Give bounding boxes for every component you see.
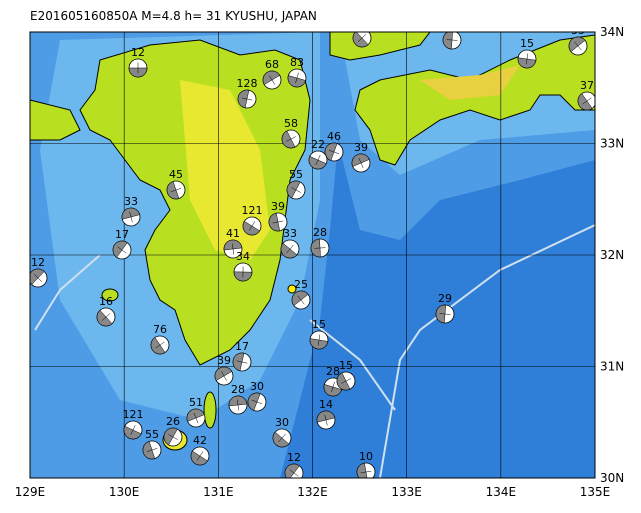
depth-label: 14 [319, 398, 333, 411]
depth-label: 15 [312, 318, 326, 331]
beachball [310, 331, 328, 349]
island [204, 392, 216, 428]
beachball [569, 37, 587, 55]
depth-label: 30 [250, 380, 264, 393]
depth-label: 12 [287, 451, 301, 464]
lon-label: 129E [15, 485, 46, 499]
depth-label: 17 [115, 228, 129, 241]
beachball [292, 291, 310, 309]
depth-label: 35 [571, 24, 585, 37]
lat-label: 30N [600, 471, 624, 485]
depth-label: 26 [166, 415, 180, 428]
depth-label: 45 [169, 168, 183, 181]
beachball [238, 90, 256, 108]
depth-label: 12 [31, 256, 45, 269]
beachball [288, 69, 306, 87]
depth-label: 33 [124, 195, 138, 208]
depth-label: 33 [283, 227, 297, 240]
lat-label: 32N [600, 248, 624, 262]
depth-label: 12 [131, 46, 145, 59]
beachball [352, 154, 370, 172]
beachball [164, 428, 182, 446]
beachball [578, 92, 596, 110]
depth-label: 39 [271, 200, 285, 213]
title: E201605160850A M=4.8 h= 31 KYUSHU, JAPAN [30, 9, 317, 23]
beachball [234, 263, 252, 281]
beachball [151, 336, 169, 354]
depth-label: 16 [99, 295, 113, 308]
depth-label: 15 [520, 37, 534, 50]
depth-label: 15 [339, 359, 353, 372]
lat-label: 31N [600, 360, 624, 374]
beachball [282, 130, 300, 148]
depth-label: 37 [580, 79, 594, 92]
beachball [317, 411, 335, 429]
depth-label: 39 [354, 141, 368, 154]
beachball [325, 143, 343, 161]
lon-label: 134E [486, 485, 517, 499]
depth-label: 28 [313, 226, 327, 239]
depth-label: 121 [242, 204, 263, 217]
beachball [97, 308, 115, 326]
beachball [337, 372, 355, 390]
beachball [143, 441, 161, 459]
depth-label: 47 [355, 16, 369, 29]
beachball [29, 269, 47, 287]
lon-label: 131E [203, 485, 234, 499]
lon-label: 133E [391, 485, 422, 499]
beachball [233, 353, 251, 371]
map-area: 12 47 37 35 15 37 128 68 83 58 46 39 22 45 55 33 121 39 17… [29, 16, 596, 482]
depth-label: 51 [189, 396, 203, 409]
depth-label: 55 [145, 428, 159, 441]
lon-label: 130E [109, 485, 140, 499]
depth-label: 42 [193, 434, 207, 447]
depth-label: 30 [275, 416, 289, 429]
beachball [443, 31, 461, 49]
beachball [281, 240, 299, 258]
depth-label: 28 [326, 365, 340, 378]
beachball [263, 71, 281, 89]
beachball [229, 396, 247, 414]
beachball [436, 305, 454, 323]
depth-label: 76 [153, 323, 167, 336]
beachball [167, 181, 185, 199]
depth-label: 46 [327, 130, 341, 143]
depth-label: 39 [217, 354, 231, 367]
depth-label: 55 [289, 168, 303, 181]
depth-label: 22 [311, 138, 325, 151]
lat-label: 34N [600, 25, 624, 39]
beachball [187, 409, 205, 427]
beachball [129, 59, 147, 77]
beachball [311, 239, 329, 257]
depth-label: 29 [438, 292, 452, 305]
depth-label: 37 [445, 18, 459, 31]
depth-label: 10 [359, 450, 373, 463]
beachball [248, 393, 266, 411]
beachball [113, 241, 131, 259]
depth-label: 121 [123, 408, 144, 421]
depth-label: 128 [237, 77, 258, 90]
beachball [518, 50, 536, 68]
depth-label: 68 [265, 58, 279, 71]
depth-label: 34 [236, 250, 250, 263]
depth-label: 17 [235, 340, 249, 353]
beachball [243, 217, 261, 235]
depth-label: 41 [226, 227, 240, 240]
depth-label: 83 [290, 56, 304, 69]
beachball [287, 181, 305, 199]
beachball [309, 151, 327, 169]
beachball [191, 447, 209, 465]
depth-label: 28 [231, 383, 245, 396]
lon-label: 135E [580, 485, 611, 499]
depth-label: 58 [284, 117, 298, 130]
beachball [285, 464, 303, 482]
epicenter [288, 285, 296, 293]
lon-label: 132E [297, 485, 328, 499]
lat-label: 33N [600, 137, 624, 151]
beachball [273, 429, 291, 447]
beachball [124, 421, 142, 439]
beachball [122, 208, 140, 226]
